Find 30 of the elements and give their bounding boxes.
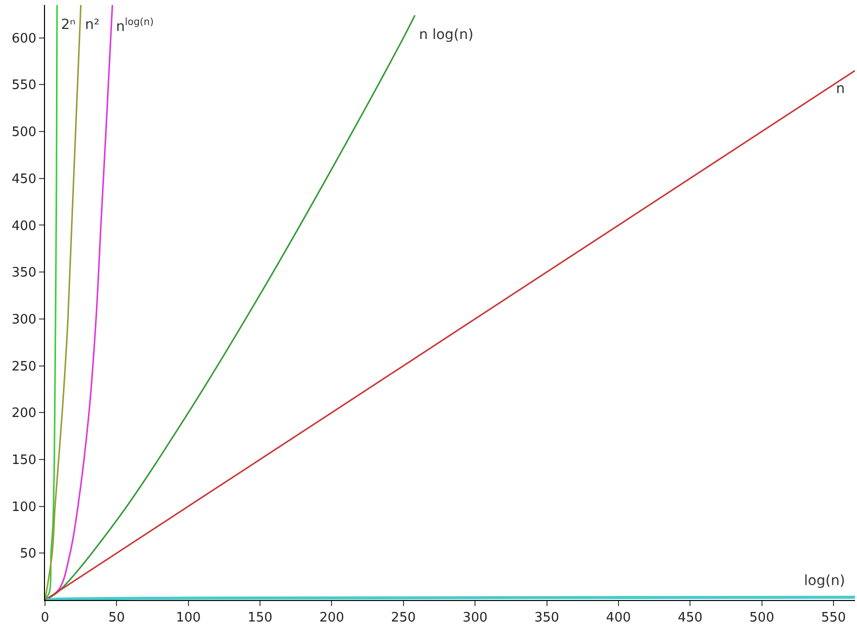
y-tick-label: 250 [12, 359, 36, 374]
y-tick-label: 400 [12, 218, 36, 234]
y-tick-label: 600 [12, 31, 36, 46]
y-tick-label: 150 [12, 453, 36, 468]
x-tick-label: 200 [319, 610, 344, 626]
series-label: 2ⁿ [61, 17, 76, 33]
y-tick-label: 450 [12, 172, 36, 187]
x-tick-label: 550 [821, 610, 846, 626]
x-tick-label: 50 [108, 610, 125, 626]
x-tick-label: 0 [40, 610, 50, 626]
x-tick-label: 450 [678, 610, 703, 626]
y-tick-label: 300 [12, 312, 36, 328]
x-tick-label: 500 [749, 610, 774, 626]
x-tick-label: 150 [248, 610, 272, 626]
y-tick-label: 350 [12, 266, 36, 281]
y-tick-label: 500 [12, 125, 36, 140]
y-tick-label: 100 [12, 500, 36, 515]
x-tick-label: 300 [462, 610, 488, 626]
series-label: n [836, 81, 845, 97]
x-tick-label: 250 [390, 610, 416, 626]
series-label: n$^{log(n)}$ [116, 17, 154, 35]
y-tick-label: 550 [12, 78, 36, 94]
x-tick-label: 400 [606, 610, 631, 626]
x-tick-label: 350 [534, 610, 560, 626]
x-tick-label: 100 [176, 610, 201, 626]
series-label: n log(n) [419, 27, 474, 43]
series-label: log(n) [804, 573, 846, 589]
y-tick-label: 50 [20, 546, 36, 562]
series-label: n² [85, 17, 100, 33]
y-tick-label: 200 [12, 406, 36, 422]
